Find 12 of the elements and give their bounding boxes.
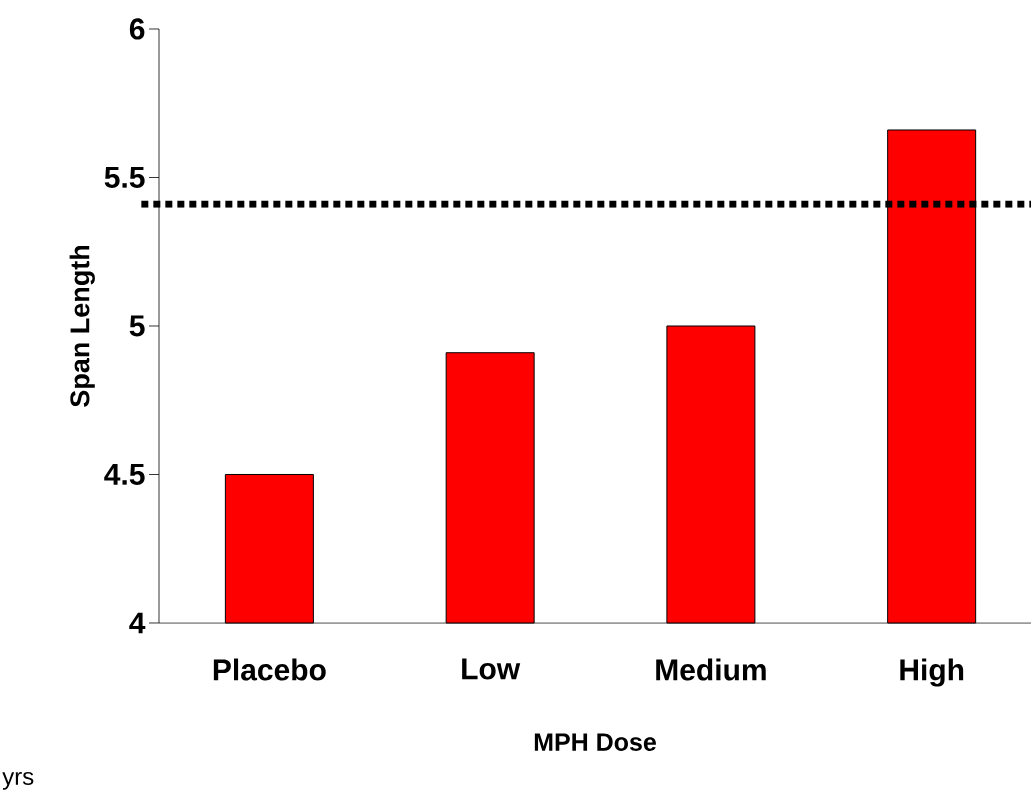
y-tick-label: 4.5 (104, 464, 145, 485)
y-tick-label: 5 (129, 315, 145, 337)
x-tick-label: High (900, 658, 964, 687)
x-tick-label: Medium (656, 658, 766, 681)
x-tick-label: Low (462, 658, 521, 680)
text: yrs (2, 771, 34, 790)
y-tick-label: 6 (129, 18, 145, 40)
x-axis-title: MPH Dose (534, 733, 656, 751)
x-tick-label: Placebo (213, 658, 326, 681)
y-tick-label: 4 (129, 612, 146, 634)
y-axis-title: Span Length (69, 245, 95, 407)
y-tick-label: 5.5 (104, 167, 145, 188)
